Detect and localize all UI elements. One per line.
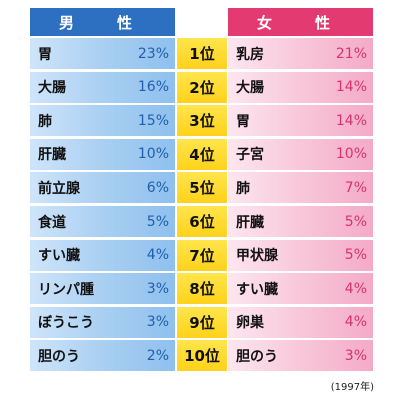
female-row: 胃 14%: [228, 105, 373, 137]
male-percent-label: 3%: [146, 280, 169, 297]
rank-row: 9位: [177, 306, 227, 338]
male-site-label: 胆のう: [38, 348, 80, 365]
male-site-label: リンパ腫: [38, 281, 94, 298]
female-row: 子宮 10%: [228, 138, 373, 170]
female-percent-label: 21%: [335, 45, 367, 62]
female-site-label: 肺: [236, 180, 250, 197]
rank-row: 4位: [177, 138, 227, 170]
rank-label: 6位: [189, 213, 215, 231]
rank-label: 4位: [189, 145, 215, 164]
male-row: 肺 15%: [30, 105, 175, 137]
female-site-label: すい臓: [236, 281, 278, 298]
female-row: 大腸 14%: [228, 71, 373, 103]
male-site-label: 胃: [38, 46, 52, 63]
male-row: リンパ腫 3%: [30, 273, 175, 305]
female-percent-label: 10%: [335, 146, 367, 163]
male-column: 胃 23% 大腸 16% 肺 15% 肝臓 10% 前立腺 6% 食道 5% すい臓 4% リンパ腫 3% ぼう…: [30, 38, 175, 374]
rank-label: 9位: [189, 313, 215, 332]
male-percent-label: 2%: [146, 347, 169, 364]
male-percent-label: 4%: [146, 247, 169, 264]
male-row: 肝臓 10%: [30, 138, 175, 170]
rank-row: 2位: [177, 71, 227, 103]
female-site-label: 子宮: [236, 147, 264, 164]
female-percent-label: 3%: [344, 347, 367, 364]
female-percent-label: 4%: [344, 280, 367, 297]
female-percent-label: 4%: [344, 314, 367, 331]
rank-row: 10位: [177, 340, 227, 372]
female-percent-label: 5%: [344, 247, 367, 264]
male-site-label: 肺: [38, 113, 52, 130]
female-site-label: 肝臓: [236, 214, 264, 231]
female-row: すい臓 4%: [228, 273, 373, 305]
female-site-label: 胃: [236, 113, 250, 130]
female-row: 肝臓 5%: [228, 206, 373, 237]
female-row: 肺 7%: [228, 172, 373, 204]
year-note: (1997年): [330, 382, 374, 393]
rank-label: 7位: [189, 246, 215, 265]
female-percent-label: 14%: [335, 79, 367, 96]
male-site-label: ぼうこう: [38, 315, 94, 332]
female-site-label: 甲状腺: [236, 248, 278, 265]
rank-column: 1位 2位 3位 4位 5位 6位 7位 8位 9位 10位: [177, 38, 227, 374]
female-row: 乳房 21%: [228, 38, 373, 69]
male-percent-label: 5%: [146, 213, 169, 230]
female-percent-label: 14%: [335, 112, 367, 129]
rank-label: 5位: [189, 179, 215, 198]
rank-label: 1位: [189, 45, 215, 63]
rank-row: 1位: [177, 38, 227, 69]
female-row: 甲状腺 5%: [228, 239, 373, 271]
female-site-label: 大腸: [236, 80, 264, 97]
female-percent-label: 5%: [344, 213, 367, 230]
female-site-label: 胆のう: [236, 348, 278, 365]
female-column: 乳房 21% 大腸 14% 胃 14% 子宮 10% 肺 7% 肝臓 5% 甲状腺 5% すい臓 4% 卵巣 4%…: [228, 38, 373, 374]
male-site-label: 大腸: [38, 80, 66, 97]
male-site-label: すい臓: [38, 248, 80, 265]
female-row: 卵巣 4%: [228, 306, 373, 338]
male-row: 胆のう 2%: [30, 340, 175, 372]
rank-row: 5位: [177, 172, 227, 204]
male-row: 大腸 16%: [30, 71, 175, 103]
rank-row: 8位: [177, 273, 227, 305]
rank-label: 10位: [184, 347, 220, 366]
male-site-label: 食道: [38, 214, 66, 231]
male-row: ぼうこう 3%: [30, 306, 175, 338]
male-percent-label: 15%: [137, 112, 169, 129]
rank-label: 8位: [189, 280, 215, 299]
male-header: 男 性: [30, 8, 175, 36]
female-site-label: 卵巣: [236, 315, 264, 332]
female-site-label: 乳房: [236, 46, 264, 63]
male-percent-label: 3%: [146, 314, 169, 331]
female-percent-label: 7%: [344, 179, 367, 196]
female-row: 胆のう 3%: [228, 340, 373, 372]
male-row: すい臓 4%: [30, 239, 175, 271]
male-percent-label: 10%: [137, 146, 169, 163]
rank-row: 7位: [177, 239, 227, 271]
male-row: 食道 5%: [30, 206, 175, 237]
male-row: 胃 23%: [30, 38, 175, 69]
rank-row: 3位: [177, 105, 227, 137]
male-row: 前立腺 6%: [30, 172, 175, 204]
rank-row: 6位: [177, 206, 227, 237]
rank-label: 3位: [189, 112, 215, 131]
female-header: 女 性: [228, 8, 373, 36]
male-site-label: 肝臓: [38, 147, 66, 164]
male-percent-label: 23%: [137, 45, 169, 62]
rank-label: 2位: [189, 78, 215, 97]
male-site-label: 前立腺: [38, 180, 80, 197]
male-percent-label: 16%: [137, 79, 169, 96]
male-percent-label: 6%: [146, 179, 169, 196]
